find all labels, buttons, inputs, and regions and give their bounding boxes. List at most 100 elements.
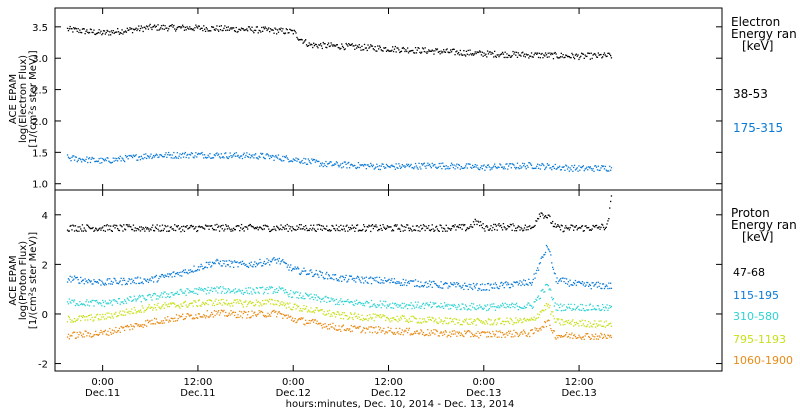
data-point — [447, 323, 449, 325]
data-point — [73, 331, 76, 333]
data-point — [610, 325, 613, 327]
data-point — [320, 298, 323, 301]
data-point — [279, 29, 281, 31]
data-point — [518, 54, 520, 56]
data-point — [335, 329, 338, 331]
data-point — [168, 276, 170, 278]
data-point — [432, 280, 434, 283]
data-point — [153, 154, 155, 157]
data-point — [368, 277, 370, 280]
data-point — [144, 157, 146, 159]
data-point — [165, 226, 167, 228]
data-point — [197, 266, 200, 268]
data-point — [66, 321, 69, 323]
data-point — [240, 27, 243, 29]
data-point — [318, 322, 320, 324]
data-point — [95, 227, 97, 229]
data-point — [284, 228, 286, 230]
data-point — [447, 51, 449, 53]
data-point — [87, 332, 89, 334]
data-point — [273, 159, 275, 161]
data-point — [489, 332, 491, 335]
data-point — [85, 230, 87, 232]
data-point — [102, 32, 104, 35]
data-point — [247, 265, 249, 268]
data-point — [449, 51, 451, 54]
data-point — [106, 279, 108, 281]
data-point — [561, 336, 563, 338]
data-point — [264, 315, 266, 317]
data-point — [103, 160, 106, 162]
data-point — [498, 56, 500, 58]
data-point — [369, 277, 371, 279]
data-point — [291, 296, 293, 299]
data-point — [305, 322, 308, 324]
data-point — [156, 321, 158, 323]
data-point — [91, 31, 93, 34]
data-point — [406, 284, 408, 287]
data-point — [332, 274, 334, 276]
data-point — [530, 55, 532, 57]
data-point — [252, 225, 254, 228]
data-point — [138, 324, 140, 326]
data-point — [164, 274, 166, 276]
data-point — [454, 168, 456, 170]
data-point — [400, 166, 403, 168]
data-point — [207, 303, 209, 306]
data-point — [220, 265, 222, 267]
data-point — [473, 223, 476, 226]
data-point — [541, 162, 543, 165]
data-point — [67, 303, 70, 305]
data-point — [531, 226, 533, 228]
data-point — [238, 225, 240, 227]
data-point — [396, 224, 398, 226]
data-point — [124, 311, 126, 313]
data-point — [226, 228, 229, 230]
data-point — [316, 299, 318, 301]
data-point — [317, 309, 319, 311]
data-point — [436, 284, 438, 286]
data-point — [264, 263, 266, 265]
data-point — [100, 318, 102, 321]
data-point — [436, 49, 438, 51]
data-point — [497, 54, 499, 56]
data-point — [296, 36, 298, 39]
data-point — [113, 298, 115, 301]
data-point — [113, 32, 115, 34]
data-point — [392, 165, 394, 167]
data-point — [331, 224, 333, 227]
data-point — [178, 228, 180, 230]
data-point — [580, 282, 582, 284]
data-point — [255, 299, 258, 301]
data-point — [551, 311, 553, 313]
data-point — [541, 309, 543, 312]
data-point — [473, 166, 476, 168]
data-point — [516, 281, 519, 283]
data-point — [451, 304, 454, 306]
data-point — [203, 290, 205, 292]
data-point — [482, 308, 484, 310]
data-point — [249, 287, 251, 289]
data-point — [553, 272, 555, 274]
data-point — [308, 229, 310, 232]
data-point — [123, 31, 125, 33]
data-point — [460, 308, 462, 310]
data-point — [130, 296, 132, 298]
data-point — [495, 284, 497, 286]
data-point — [287, 158, 289, 160]
data-point — [186, 306, 188, 308]
data-point — [426, 164, 428, 167]
data-point — [139, 294, 141, 297]
data-point — [382, 314, 384, 316]
data-point — [404, 50, 406, 53]
data-point — [520, 284, 522, 287]
data-point — [542, 256, 544, 258]
data-point — [242, 263, 244, 265]
data-point — [471, 321, 473, 324]
data-point — [490, 319, 492, 321]
data-point — [81, 334, 83, 336]
data-point — [202, 268, 204, 270]
data-point — [533, 316, 535, 318]
data-point — [143, 278, 145, 280]
data-point — [69, 335, 71, 337]
